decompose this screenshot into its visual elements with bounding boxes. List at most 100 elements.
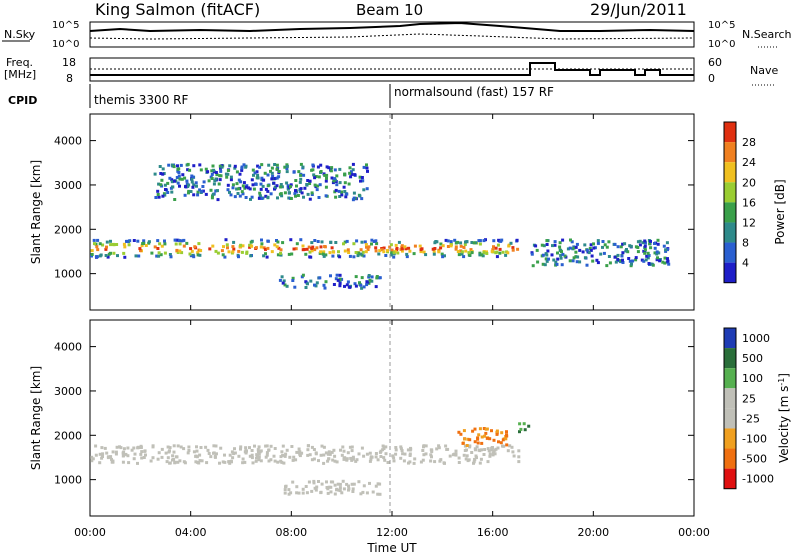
echo-cell — [439, 246, 443, 250]
echo-cell — [485, 436, 489, 440]
echo-cell — [279, 251, 282, 255]
noise-ytick-bottom-right: 10^0 — [708, 39, 735, 50]
echo-cell — [462, 255, 466, 259]
echo-cell — [96, 248, 100, 252]
echo-cell — [264, 455, 268, 459]
echo-cell — [291, 276, 295, 280]
echo-cell — [379, 455, 383, 458]
echo-cell — [382, 250, 386, 254]
echo-cell — [189, 190, 193, 193]
echo-cell — [352, 196, 356, 200]
echo-cell — [365, 452, 369, 456]
echo-cell — [365, 491, 369, 495]
echo-cell — [643, 244, 647, 248]
echo-cell — [333, 454, 337, 458]
echo-cell — [366, 248, 370, 251]
echo-cell — [187, 183, 191, 187]
noise-search-trace — [89, 33, 695, 40]
echo-cell — [160, 455, 164, 459]
echo-cell — [212, 168, 216, 172]
echo-cell — [189, 254, 193, 258]
echo-cell — [248, 245, 252, 249]
echo-cell — [664, 249, 668, 253]
echo-cell — [134, 254, 138, 258]
echo-cell — [322, 250, 326, 254]
colorbar-tick-label: 12 — [742, 216, 756, 229]
echo-cell — [568, 246, 572, 250]
echo-cell — [104, 247, 108, 251]
echo-cell — [412, 252, 416, 256]
echo-cell — [294, 189, 297, 193]
echo-cell — [394, 448, 398, 452]
echo-cell — [353, 173, 357, 177]
echo-cell — [473, 440, 477, 444]
echo-cell — [334, 195, 338, 199]
echo-cell — [352, 191, 356, 195]
echo-cell — [352, 255, 356, 259]
echo-cell — [140, 456, 144, 460]
echo-cell — [355, 239, 359, 243]
echo-cell — [621, 242, 625, 246]
echo-cell — [247, 186, 250, 190]
echo-cell — [664, 248, 668, 252]
echo-cell — [338, 284, 342, 288]
colorbar-segment — [724, 202, 736, 223]
echo-cell — [390, 248, 394, 252]
echo-cell — [329, 169, 333, 173]
echo-cell — [153, 245, 157, 249]
echo-band — [457, 427, 509, 447]
echo-cell — [305, 247, 309, 251]
echo-cell — [321, 252, 325, 256]
echo-cell — [307, 480, 311, 484]
echo-cell — [325, 176, 328, 180]
echo-cell — [571, 259, 575, 263]
echo-cell — [459, 241, 463, 245]
echo-cell — [264, 444, 268, 448]
echo-cell — [165, 460, 169, 464]
echo-cell — [362, 188, 366, 192]
echo-cell — [468, 253, 472, 257]
echo-cell — [583, 243, 587, 247]
echo-cell — [348, 254, 352, 258]
echo-cell — [446, 245, 450, 248]
echo-cell — [329, 490, 333, 494]
echo-cell — [322, 445, 326, 449]
echo-cell — [332, 283, 336, 286]
echo-cell — [351, 455, 355, 459]
echo-cell — [467, 251, 471, 255]
echo-cell — [301, 273, 305, 277]
echo-cell — [270, 177, 274, 181]
velocity-colorbar: 1000 500 100 25 -25 -100 -500 -1000 — [723, 327, 774, 490]
echo-cell — [368, 278, 372, 282]
echo-cell — [285, 163, 289, 167]
echo-cell — [233, 447, 236, 451]
colorbar-segment — [724, 162, 736, 183]
echo-cell — [588, 246, 592, 250]
echo-cell — [430, 455, 433, 459]
echo-cell — [140, 450, 144, 454]
echo-cell — [259, 459, 263, 463]
echo-cell — [196, 253, 200, 257]
echo-cell — [496, 446, 500, 450]
echo-cell — [359, 179, 362, 183]
echo-cell — [178, 249, 182, 253]
echo-cell — [176, 181, 180, 185]
echo-cell — [320, 482, 324, 486]
echo-cell — [260, 163, 264, 167]
echo-cell — [170, 178, 174, 182]
echo-cell — [435, 447, 439, 451]
echo-cell — [643, 248, 647, 252]
echo-cell — [289, 197, 293, 200]
echo-cell — [386, 461, 390, 464]
echo-cell — [287, 488, 291, 492]
echo-cell — [284, 485, 287, 489]
echo-cell — [649, 262, 653, 266]
echo-cell — [312, 173, 316, 177]
echo-cell — [554, 260, 558, 264]
echo-cell — [374, 452, 378, 455]
colorbar-segment — [724, 428, 736, 449]
echo-cell — [299, 189, 302, 193]
echo-cell — [591, 259, 595, 263]
echo-cell — [382, 246, 386, 250]
echo-cell — [323, 286, 327, 290]
